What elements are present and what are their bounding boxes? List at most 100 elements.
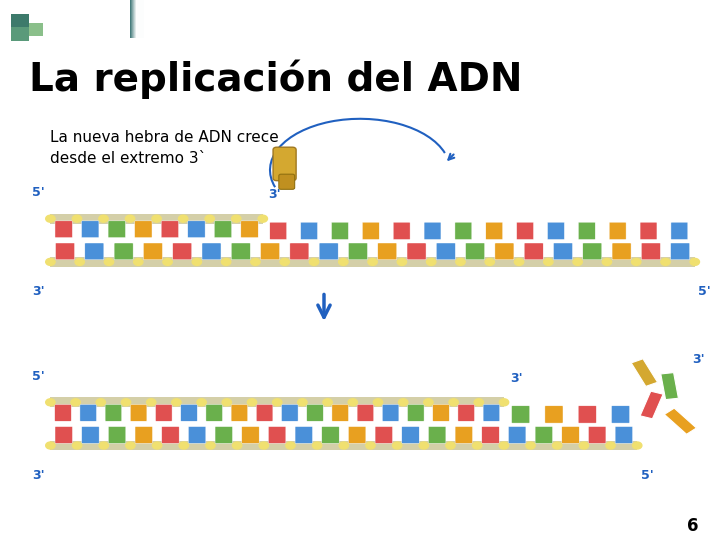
FancyBboxPatch shape	[231, 404, 248, 421]
Circle shape	[419, 442, 428, 449]
FancyBboxPatch shape	[85, 243, 104, 260]
Bar	[135, 0, 143, 38]
Polygon shape	[665, 408, 696, 434]
Circle shape	[46, 258, 55, 265]
Circle shape	[232, 215, 241, 222]
FancyBboxPatch shape	[332, 404, 348, 421]
Circle shape	[286, 442, 295, 449]
FancyBboxPatch shape	[615, 427, 633, 443]
FancyBboxPatch shape	[455, 427, 472, 443]
Circle shape	[499, 442, 508, 449]
Circle shape	[606, 442, 615, 449]
Circle shape	[126, 442, 135, 449]
Bar	[135, 0, 142, 38]
Bar	[135, 0, 143, 38]
Circle shape	[472, 442, 482, 449]
Circle shape	[104, 258, 114, 265]
FancyBboxPatch shape	[517, 222, 534, 240]
FancyBboxPatch shape	[240, 221, 258, 238]
FancyBboxPatch shape	[202, 243, 221, 260]
Circle shape	[339, 442, 348, 449]
Bar	[130, 0, 138, 38]
Bar	[131, 0, 138, 38]
FancyBboxPatch shape	[279, 174, 294, 190]
FancyBboxPatch shape	[455, 222, 472, 240]
Bar	[132, 0, 140, 38]
Bar	[133, 0, 140, 38]
FancyBboxPatch shape	[273, 147, 296, 181]
FancyBboxPatch shape	[458, 404, 474, 421]
Circle shape	[222, 399, 231, 406]
Circle shape	[661, 258, 670, 265]
FancyBboxPatch shape	[55, 404, 71, 421]
FancyBboxPatch shape	[428, 427, 446, 443]
Text: 3': 3'	[693, 353, 706, 366]
FancyBboxPatch shape	[114, 243, 133, 260]
FancyBboxPatch shape	[231, 243, 251, 260]
Circle shape	[280, 258, 289, 265]
Circle shape	[46, 442, 55, 449]
FancyBboxPatch shape	[640, 222, 657, 240]
Circle shape	[233, 442, 242, 449]
Circle shape	[449, 399, 458, 406]
Circle shape	[602, 258, 611, 265]
FancyBboxPatch shape	[319, 243, 338, 260]
Bar	[132, 0, 139, 38]
Circle shape	[310, 258, 319, 265]
FancyBboxPatch shape	[81, 221, 99, 238]
FancyBboxPatch shape	[242, 427, 259, 443]
FancyBboxPatch shape	[295, 427, 312, 443]
Bar	[131, 0, 138, 38]
Bar	[131, 0, 138, 38]
Circle shape	[71, 399, 81, 406]
Bar	[135, 0, 143, 38]
Text: La nueva hebra de ADN crece
desde el extremo 3`: La nueva hebra de ADN crece desde el ext…	[50, 130, 279, 166]
FancyBboxPatch shape	[270, 222, 287, 240]
Circle shape	[272, 399, 282, 406]
Bar	[133, 0, 141, 38]
FancyBboxPatch shape	[562, 427, 579, 443]
FancyBboxPatch shape	[436, 243, 455, 260]
Bar	[130, 0, 138, 38]
Text: La replicación del ADN: La replicación del ADN	[29, 59, 522, 99]
Text: 5': 5'	[32, 186, 45, 199]
FancyBboxPatch shape	[80, 404, 96, 421]
Bar	[135, 0, 143, 38]
Circle shape	[514, 258, 523, 265]
Circle shape	[312, 442, 322, 449]
Bar	[11, 27, 29, 40]
Circle shape	[544, 258, 553, 265]
FancyBboxPatch shape	[495, 243, 514, 260]
FancyBboxPatch shape	[424, 222, 441, 240]
FancyBboxPatch shape	[407, 243, 426, 260]
Bar	[132, 0, 140, 38]
FancyBboxPatch shape	[348, 243, 367, 260]
Bar	[130, 0, 137, 38]
FancyBboxPatch shape	[261, 243, 279, 260]
FancyBboxPatch shape	[512, 406, 530, 423]
FancyBboxPatch shape	[331, 222, 348, 240]
Text: 5': 5'	[641, 469, 654, 482]
Circle shape	[192, 258, 202, 265]
Circle shape	[366, 442, 375, 449]
FancyBboxPatch shape	[188, 221, 205, 238]
Text: 3': 3'	[32, 285, 45, 298]
Bar	[135, 0, 143, 38]
Bar	[136, 0, 143, 38]
Circle shape	[179, 215, 188, 222]
Bar	[135, 0, 143, 38]
FancyBboxPatch shape	[290, 243, 309, 260]
FancyBboxPatch shape	[161, 221, 179, 238]
Circle shape	[323, 399, 332, 406]
FancyBboxPatch shape	[393, 222, 410, 240]
Circle shape	[152, 215, 161, 222]
Bar	[131, 0, 138, 38]
Circle shape	[251, 258, 260, 265]
Circle shape	[368, 258, 377, 265]
Circle shape	[690, 258, 700, 265]
FancyBboxPatch shape	[55, 427, 73, 443]
Bar	[132, 0, 140, 38]
Text: 6: 6	[687, 517, 698, 535]
FancyBboxPatch shape	[307, 404, 323, 421]
Bar	[130, 0, 138, 38]
